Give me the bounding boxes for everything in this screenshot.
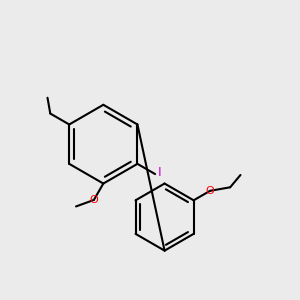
Text: I: I [158,166,162,179]
Text: O: O [89,195,98,205]
Text: O: O [206,186,214,196]
